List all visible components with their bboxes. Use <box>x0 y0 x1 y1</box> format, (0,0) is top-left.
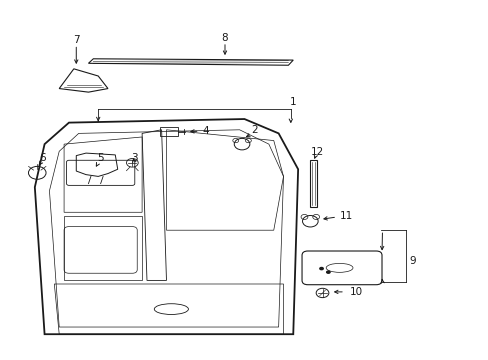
Circle shape <box>325 270 330 274</box>
Text: 4: 4 <box>202 126 208 135</box>
Text: 12: 12 <box>310 147 324 157</box>
Circle shape <box>319 267 324 270</box>
Text: 1: 1 <box>289 97 296 107</box>
Text: 9: 9 <box>408 256 415 266</box>
Text: 10: 10 <box>349 287 363 297</box>
Text: 8: 8 <box>221 33 228 43</box>
Text: 7: 7 <box>73 35 80 45</box>
Text: 3: 3 <box>131 153 138 163</box>
Text: 11: 11 <box>340 211 353 221</box>
Text: 5: 5 <box>97 153 104 163</box>
Text: 6: 6 <box>39 153 45 163</box>
Text: 2: 2 <box>250 125 257 135</box>
